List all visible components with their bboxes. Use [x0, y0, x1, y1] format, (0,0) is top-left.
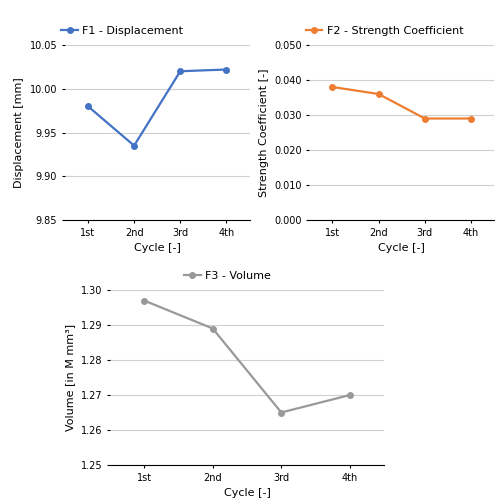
X-axis label: Cycle [-]: Cycle [-] [378, 243, 425, 253]
X-axis label: Cycle [-]: Cycle [-] [224, 488, 270, 498]
F3 - Volume [347, 392, 353, 398]
F3 - Volume [141, 298, 147, 304]
Y-axis label: Volume [in M mm³]: Volume [in M mm³] [65, 324, 75, 431]
Line: F1 - Displacement: F1 - Displacement [85, 66, 229, 148]
Y-axis label: Displacement [mm]: Displacement [mm] [14, 77, 24, 188]
F2 - Strength Coefficient [468, 116, 474, 121]
Legend: F3 - Volume: F3 - Volume [184, 271, 271, 281]
X-axis label: Cycle [-]: Cycle [-] [134, 243, 181, 253]
F1 - Displacement [224, 66, 230, 72]
F3 - Volume [278, 410, 284, 416]
F2 - Strength Coefficient [376, 91, 382, 97]
F2 - Strength Coefficient [422, 116, 428, 121]
Legend: F1 - Displacement: F1 - Displacement [61, 26, 183, 36]
F2 - Strength Coefficient [329, 84, 335, 90]
F3 - Volume [210, 326, 216, 332]
Legend: F2 - Strength Coefficient: F2 - Strength Coefficient [306, 26, 464, 36]
Y-axis label: Strength Coefficient [-]: Strength Coefficient [-] [258, 68, 268, 196]
Line: F3 - Volume: F3 - Volume [141, 298, 353, 416]
F1 - Displacement [177, 68, 183, 74]
F1 - Displacement [131, 142, 137, 148]
F1 - Displacement [85, 104, 91, 110]
Line: F2 - Strength Coefficient: F2 - Strength Coefficient [330, 84, 474, 122]
